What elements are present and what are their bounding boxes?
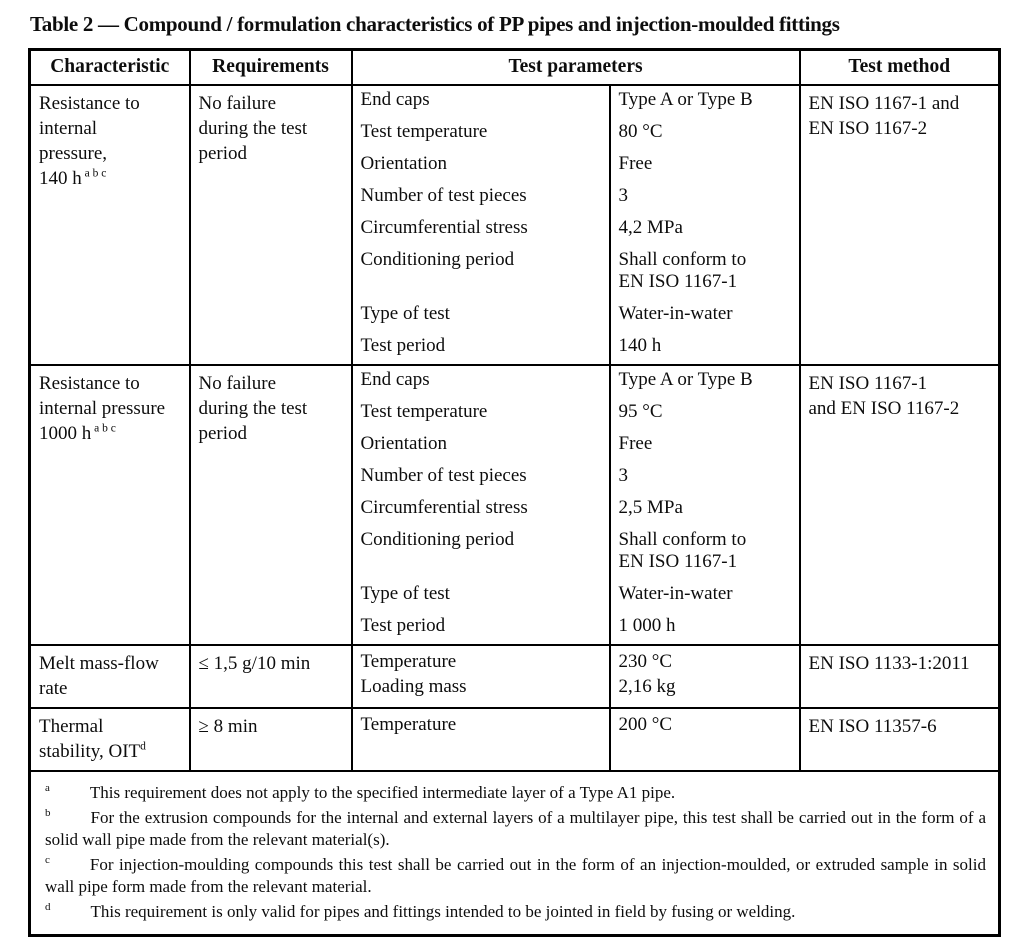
param-value-cell: Shall conform to EN ISO 1167-1: [608, 246, 800, 300]
column-header-requirements: Requirements: [188, 49, 352, 86]
param-label-cell: Test period: [350, 612, 610, 645]
table-title: Table 2 — Compound / formulation charact…: [30, 12, 840, 36]
table-row: Resistance to internal pressure, 140 h a…: [28, 84, 1000, 365]
test-method-cell: EN ISO 1167-1 and EN ISO 1167-2: [798, 364, 1000, 645]
footnote-marker: b: [45, 807, 51, 820]
footnote-item: b For the extrusion compounds for the int…: [45, 807, 986, 851]
test-method-cell: EN ISO 11357-6: [798, 707, 1000, 771]
param-value-cell: 2,5 MPa: [608, 494, 800, 526]
requirements-cell: No failure during the test period: [188, 364, 352, 645]
table-row: Resistance to internal pressure 1000 h a…: [28, 364, 1000, 645]
param-label-cell: Temperature Loading mass: [350, 644, 610, 708]
footnote-ref: d: [140, 740, 146, 753]
compound-characteristics-table: Characteristic Requirements Test paramet…: [28, 48, 1001, 937]
footnote-text: For the extrusion compounds for the inte…: [45, 808, 986, 849]
param-value-cell: 230 °C 2,16 kg: [608, 644, 800, 708]
footnote-marker: d: [45, 901, 51, 914]
requirements-cell: ≤ 1,5 g/10 min: [188, 644, 352, 708]
param-label-cell: Number of test pieces: [350, 182, 610, 214]
param-label-cell: Temperature: [350, 707, 610, 771]
param-value-cell: 80 °C: [608, 118, 800, 150]
param-row: Orientation Free: [30, 430, 1000, 462]
param-row: Number of test pieces 3: [30, 182, 1000, 214]
param-value-cell: Free: [608, 150, 800, 182]
param-label-cell: Orientation: [350, 150, 610, 182]
test-method-cell: EN ISO 1167-1 and EN ISO 1167-2: [798, 84, 1000, 365]
characteristic-cell: Resistance to internal pressure, 140 h a…: [28, 84, 190, 365]
footnote-ref: a b c: [81, 167, 107, 180]
param-label-cell: Test period: [350, 332, 610, 365]
test-method-cell: EN ISO 1133-1:2011: [798, 644, 1000, 708]
footnote-item: d This requirement is only valid for pipe…: [45, 901, 986, 923]
requirements-cell: No failure during the test period: [188, 84, 352, 365]
param-value-cell: Type A or Type B: [608, 84, 800, 118]
param-value-cell: 4,2 MPa: [608, 214, 800, 246]
param-value-cell: Shall conform to EN ISO 1167-1: [608, 526, 800, 580]
param-value-cell: 140 h: [608, 332, 800, 365]
footnotes-cell: a This requirement does not apply to the …: [28, 770, 1000, 936]
footnotes-row: a This requirement does not apply to the …: [28, 770, 1000, 936]
param-value-cell: Water-in-water: [608, 580, 800, 612]
param-value-cell: 200 °C: [608, 707, 800, 771]
column-header-test-parameters: Test parameters: [350, 49, 800, 86]
param-label-cell: Type of test: [350, 580, 610, 612]
param-value-cell: 3: [608, 462, 800, 494]
param-row: Test period 140 h: [30, 332, 1000, 365]
param-label-cell: Conditioning period: [350, 526, 610, 580]
param-label-cell: Number of test pieces: [350, 462, 610, 494]
param-value-cell: 1 000 h: [608, 612, 800, 645]
param-row: Orientation Free: [30, 150, 1000, 182]
param-label-cell: Test temperature: [350, 118, 610, 150]
characteristic-cell: Melt mass-flow rate: [28, 644, 190, 708]
column-header-test-method: Test method: [798, 49, 1000, 86]
characteristic-text: Resistance to internal pressure 1000 h: [39, 373, 166, 444]
param-row: Conditioning period Shall conform to EN …: [30, 246, 1000, 300]
param-row: Test period 1 000 h: [30, 612, 1000, 645]
param-row: Circumferential stress 4,2 MPa: [30, 214, 1000, 246]
footnote-text: This requirement does not apply to the s…: [89, 783, 676, 802]
param-label-cell: Test temperature: [350, 398, 610, 430]
param-row: Circumferential stress 2,5 MPa: [30, 494, 1000, 526]
table-row: Melt mass-flow rate ≤ 1,5 g/10 min Tempe…: [28, 644, 1000, 708]
param-row: Number of test pieces 3: [30, 462, 1000, 494]
param-label-cell: End caps: [350, 364, 610, 398]
param-label-cell: Circumferential stress: [350, 214, 610, 246]
requirements-cell: ≥ 8 min: [188, 707, 352, 771]
param-value-cell: Water-in-water: [608, 300, 800, 332]
param-row: Type of test Water-in-water: [30, 580, 1000, 612]
param-value-cell: 3: [608, 182, 800, 214]
param-label-cell: Circumferential stress: [350, 494, 610, 526]
characteristic-cell: Thermal stability, OITd: [28, 707, 190, 771]
param-row: Test temperature 80 °C: [30, 118, 1000, 150]
param-label-cell: Type of test: [350, 300, 610, 332]
footnote-text: For injection-moulding compounds this te…: [45, 855, 986, 896]
footnote-marker: a: [45, 782, 50, 795]
param-label-cell: End caps: [350, 84, 610, 118]
footnote-text: This requirement is only valid for pipes…: [90, 902, 796, 921]
column-header-characteristic: Characteristic: [28, 49, 190, 86]
table-row: Thermal stability, OITd ≥ 8 min Temperat…: [28, 707, 1000, 771]
footnote-item: a This requirement does not apply to the …: [45, 782, 986, 804]
characteristic-text: Thermal stability, OIT: [39, 716, 141, 762]
param-value-cell: 95 °C: [608, 398, 800, 430]
param-value-cell: Free: [608, 430, 800, 462]
footnote-marker: c: [45, 854, 50, 867]
characteristic-cell: Resistance to internal pressure 1000 h a…: [28, 364, 190, 645]
header-row: Characteristic Requirements Test paramet…: [28, 49, 1000, 86]
footnote-item: c For injection-moulding compounds this t…: [45, 854, 986, 898]
param-label-cell: Conditioning period: [350, 246, 610, 300]
param-row: Conditioning period Shall conform to EN …: [30, 526, 1000, 580]
param-label-cell: Orientation: [350, 430, 610, 462]
param-value-cell: Type A or Type B: [608, 364, 800, 398]
footnote-ref: a b c: [91, 422, 116, 435]
param-row: Type of test Water-in-water: [30, 300, 1000, 332]
characteristic-text: Resistance to internal pressure, 140 h: [39, 93, 140, 189]
param-row: Test temperature 95 °C: [30, 398, 1000, 430]
characteristic-text: Melt mass-flow rate: [39, 653, 159, 699]
